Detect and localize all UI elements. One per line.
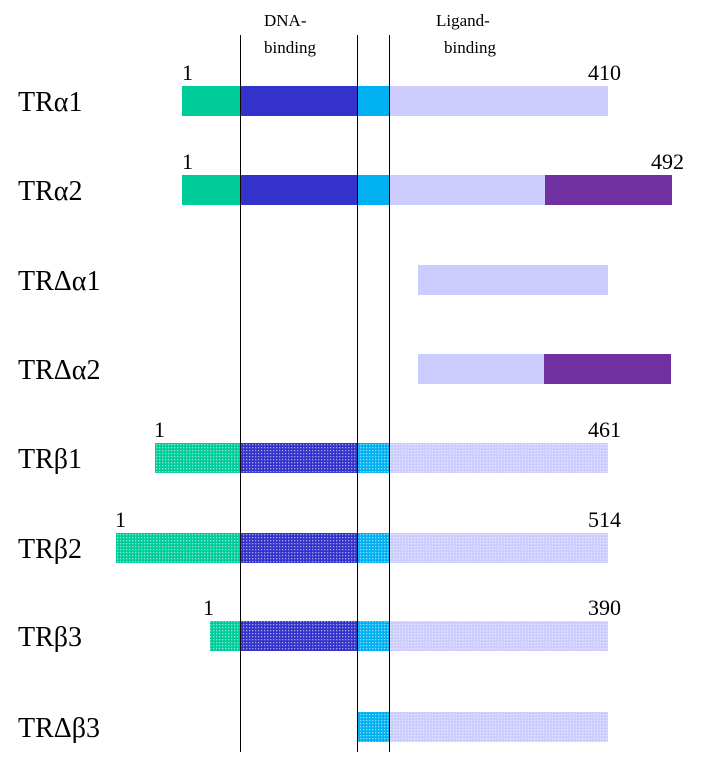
ligand-binding-header-line1: Ligand- — [436, 11, 490, 30]
isoform-row: TRα1 1 410 — [18, 60, 621, 118]
isoform-row: TRβ1 1 461 — [18, 417, 621, 475]
isoform-label: TRα2 — [18, 176, 82, 207]
ligand-domain-segment — [418, 354, 544, 384]
purple-domain-segment — [544, 354, 671, 384]
dna-segment-texture — [240, 533, 357, 563]
teal-segment-texture — [155, 443, 240, 473]
ligand-segment-texture — [389, 533, 608, 563]
isoform-row: TRβ3 1 390 — [18, 595, 621, 653]
start-residue-label: 1 — [182, 60, 193, 85]
ligand-segment-texture — [389, 712, 608, 742]
dna-domain-segment — [240, 86, 357, 116]
isoform-row: TRΔα1 — [18, 265, 608, 297]
hinge-domain-segment — [357, 86, 389, 116]
dna-segment-texture — [240, 443, 357, 473]
end-residue-label: 410 — [588, 60, 621, 85]
isoform-label: TRβ3 — [18, 622, 82, 653]
ligand-domain-segment — [389, 175, 545, 205]
teal-domain-segment — [182, 175, 240, 205]
end-residue-label: 390 — [588, 595, 621, 620]
isoform-row: TRΔα2 — [18, 354, 671, 386]
purple-domain-segment — [545, 175, 672, 205]
hinge-segment-texture — [357, 443, 389, 473]
end-residue-label: 514 — [588, 507, 621, 532]
dna-binding-header-line1: DNA- — [264, 11, 307, 30]
hinge-segment-texture — [357, 533, 389, 563]
start-residue-label: 1 — [182, 149, 193, 174]
isoform-label: TRΔβ3 — [18, 713, 100, 744]
end-residue-label: 492 — [651, 149, 684, 174]
hinge-segment-texture — [357, 712, 389, 742]
teal-segment-texture — [210, 621, 240, 651]
teal-segment-texture — [116, 533, 240, 563]
start-residue-label: 1 — [203, 595, 214, 620]
isoform-label: TRβ2 — [18, 534, 82, 565]
isoform-label: TRΔα2 — [18, 355, 100, 386]
start-residue-label: 1 — [154, 417, 165, 442]
hinge-segment-texture — [357, 621, 389, 651]
isoform-label: TRα1 — [18, 87, 82, 118]
dna-segment-texture — [240, 621, 357, 651]
teal-domain-segment — [182, 86, 240, 116]
hinge-domain-segment — [357, 175, 389, 205]
dna-binding-header-line2: binding — [264, 38, 316, 57]
ligand-segment-texture — [389, 621, 608, 651]
start-residue-label: 1 — [115, 507, 126, 532]
ligand-domain-segment — [389, 86, 608, 116]
ligand-segment-texture — [389, 443, 608, 473]
end-residue-label: 461 — [588, 417, 621, 442]
ligand-binding-header-line2: binding — [444, 38, 496, 57]
isoform-row: TRΔβ3 — [18, 712, 608, 744]
ligand-domain-segment — [418, 265, 608, 295]
isoform-row: TRβ2 1 514 — [18, 507, 621, 565]
dna-domain-segment — [240, 175, 357, 205]
isoform-label: TRβ1 — [18, 444, 82, 475]
isoform-row: TRα2 1 492 — [18, 149, 684, 207]
isoform-label: TRΔα1 — [18, 266, 100, 297]
